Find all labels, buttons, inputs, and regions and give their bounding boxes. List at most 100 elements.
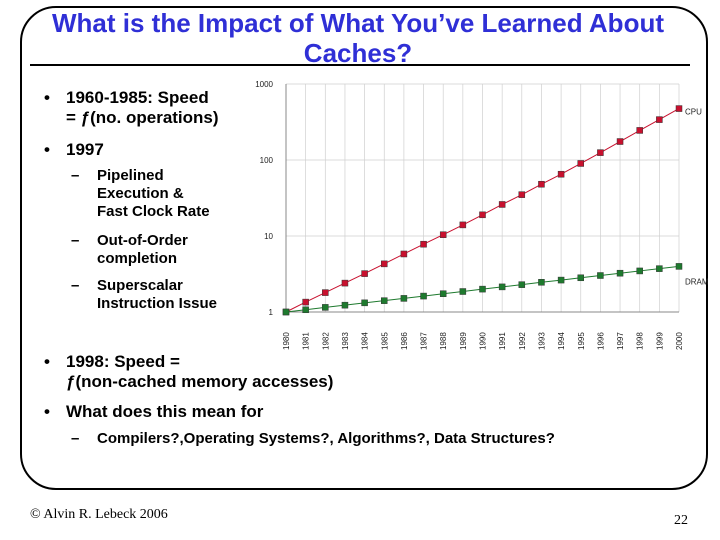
data-point-cpu bbox=[400, 250, 408, 258]
y-tick-label: 1000 bbox=[255, 80, 273, 89]
x-tick-label: 1990 bbox=[479, 332, 488, 350]
sub-text-line1: Superscalar bbox=[97, 277, 183, 294]
x-tick-label: 1985 bbox=[380, 332, 389, 350]
sub-text-line1: Out-of-Order bbox=[97, 232, 188, 249]
data-point-dram bbox=[302, 306, 309, 314]
data-point-dram bbox=[675, 263, 683, 270]
data-point-dram bbox=[459, 288, 467, 295]
series-label-cpu: CPU bbox=[685, 108, 702, 117]
sub-bullet-compilers: – Compilers?,Operating Systems?, Algorit… bbox=[71, 430, 555, 448]
data-point-cpu bbox=[675, 105, 683, 112]
data-point-cpu bbox=[302, 298, 309, 306]
title-underline bbox=[30, 64, 690, 66]
x-tick-label: 1994 bbox=[557, 332, 566, 350]
data-point-dram bbox=[656, 265, 663, 272]
bullet-what-does-this-mean: • What does this mean for bbox=[44, 402, 264, 422]
x-tick-label: 1997 bbox=[616, 332, 625, 350]
y-tick-label: 1 bbox=[269, 308, 274, 317]
bullet-text: 1997 bbox=[66, 140, 104, 159]
sub-text-line3: Fast Clock Rate bbox=[97, 203, 210, 220]
dash-mark: – bbox=[71, 277, 80, 294]
data-point-dram bbox=[498, 283, 506, 291]
bullet-mark: • bbox=[44, 402, 50, 421]
data-point-dram bbox=[577, 274, 584, 282]
slide-title: What is the Impact of What You’ve Learne… bbox=[51, 8, 664, 68]
data-point-dram bbox=[616, 269, 624, 277]
data-point-dram bbox=[479, 285, 486, 293]
data-point-dram bbox=[341, 301, 349, 309]
slide-frame bbox=[20, 6, 708, 490]
data-point-cpu bbox=[616, 138, 624, 145]
data-point-dram bbox=[518, 281, 526, 288]
data-point-cpu bbox=[381, 260, 388, 268]
footer-copyright: © Alvin R. Lebeck 2006 bbox=[30, 507, 168, 522]
data-point-dram bbox=[322, 304, 329, 311]
sub-bullet-pipelined: – Pipelined Execution & Fast Clock Rate bbox=[71, 167, 210, 221]
sub-bullet-out-of-order: – Out-of-Order completion bbox=[71, 232, 188, 268]
bullet-text-line1: 1960-1985: Speed bbox=[66, 88, 209, 107]
sub-bullet-superscalar: – Superscalar Instruction Issue bbox=[71, 277, 218, 313]
cpu-dram-performance-chart: 1 10 100 1000 1980 1981 1982 1983 1984 1985 1986 19… bbox=[255, 80, 709, 350]
data-point-dram bbox=[597, 272, 604, 279]
bullet-mark: • bbox=[44, 140, 50, 159]
data-point-cpu bbox=[420, 240, 427, 248]
x-tick-label: 1983 bbox=[341, 332, 350, 350]
data-point-dram bbox=[636, 267, 643, 275]
sub-text-line2: Execution & bbox=[97, 185, 184, 202]
data-point-cpu bbox=[518, 191, 526, 198]
bullet-mark: • bbox=[44, 352, 50, 371]
x-tick-label: 1988 bbox=[439, 332, 448, 350]
data-point-dram bbox=[400, 295, 408, 302]
x-tick-label: 1989 bbox=[459, 332, 468, 350]
bullet-text: What does this mean for bbox=[66, 402, 264, 421]
data-point-cpu bbox=[597, 149, 604, 156]
data-point-cpu bbox=[479, 211, 486, 219]
data-point-cpu bbox=[538, 180, 545, 188]
dash-mark: – bbox=[71, 430, 80, 447]
bullet-1997: • 1997 bbox=[44, 140, 104, 160]
bullet-text-line2: = ƒ(no. operations) bbox=[66, 108, 219, 127]
data-point-cpu bbox=[341, 279, 349, 287]
x-tick-label: 1982 bbox=[321, 332, 330, 350]
data-point-dram bbox=[557, 276, 565, 284]
x-tick-label: 1984 bbox=[361, 332, 370, 350]
data-point-cpu bbox=[361, 270, 368, 277]
data-point-cpu bbox=[459, 221, 467, 229]
data-point-dram bbox=[381, 297, 388, 304]
data-point-dram bbox=[282, 308, 290, 316]
series-label-dram: DRAM bbox=[685, 277, 709, 286]
data-point-cpu bbox=[557, 170, 565, 178]
data-point-cpu bbox=[498, 201, 506, 208]
x-tick-label: 1981 bbox=[302, 332, 311, 350]
data-point-dram bbox=[361, 299, 368, 307]
data-point-cpu bbox=[577, 160, 584, 167]
dash-mark: – bbox=[71, 167, 80, 184]
x-tick-label: 1992 bbox=[518, 332, 527, 350]
sub-text: Compilers?,Operating Systems?, Algorithm… bbox=[97, 430, 555, 447]
bullet-text-line1: 1998: Speed = bbox=[66, 352, 180, 371]
bullet-1998: • 1998: Speed = ƒ(non-cached memory acce… bbox=[44, 352, 334, 392]
y-tick-label: 10 bbox=[264, 232, 273, 241]
sub-text-line2: completion bbox=[97, 250, 178, 267]
data-point-cpu bbox=[322, 289, 329, 296]
data-point-cpu bbox=[636, 127, 643, 134]
x-tick-label: 1998 bbox=[636, 332, 645, 350]
sub-text-line2: Instruction Issue bbox=[97, 295, 218, 312]
x-tick-label: 1993 bbox=[537, 332, 546, 350]
page-number: 22 bbox=[674, 513, 688, 528]
x-tick-label: 1999 bbox=[655, 332, 664, 350]
data-point-dram bbox=[439, 290, 447, 297]
x-tick-label: 1980 bbox=[282, 332, 291, 350]
x-tick-label: 1991 bbox=[498, 332, 507, 350]
data-point-dram bbox=[420, 292, 427, 300]
x-tick-label: 1987 bbox=[420, 332, 429, 350]
bullet-text-line2: ƒ(non-cached memory accesses) bbox=[66, 372, 334, 391]
data-point-cpu bbox=[439, 231, 447, 238]
bullet-1960-1985: • 1960-1985: Speed = ƒ(no. operations) bbox=[44, 88, 219, 128]
data-point-dram bbox=[538, 279, 545, 286]
x-tick-label: 1996 bbox=[596, 332, 605, 350]
x-tick-label: 1986 bbox=[400, 332, 409, 350]
data-point-cpu bbox=[656, 116, 663, 123]
dash-mark: – bbox=[71, 232, 80, 249]
y-tick-label: 100 bbox=[260, 156, 274, 165]
